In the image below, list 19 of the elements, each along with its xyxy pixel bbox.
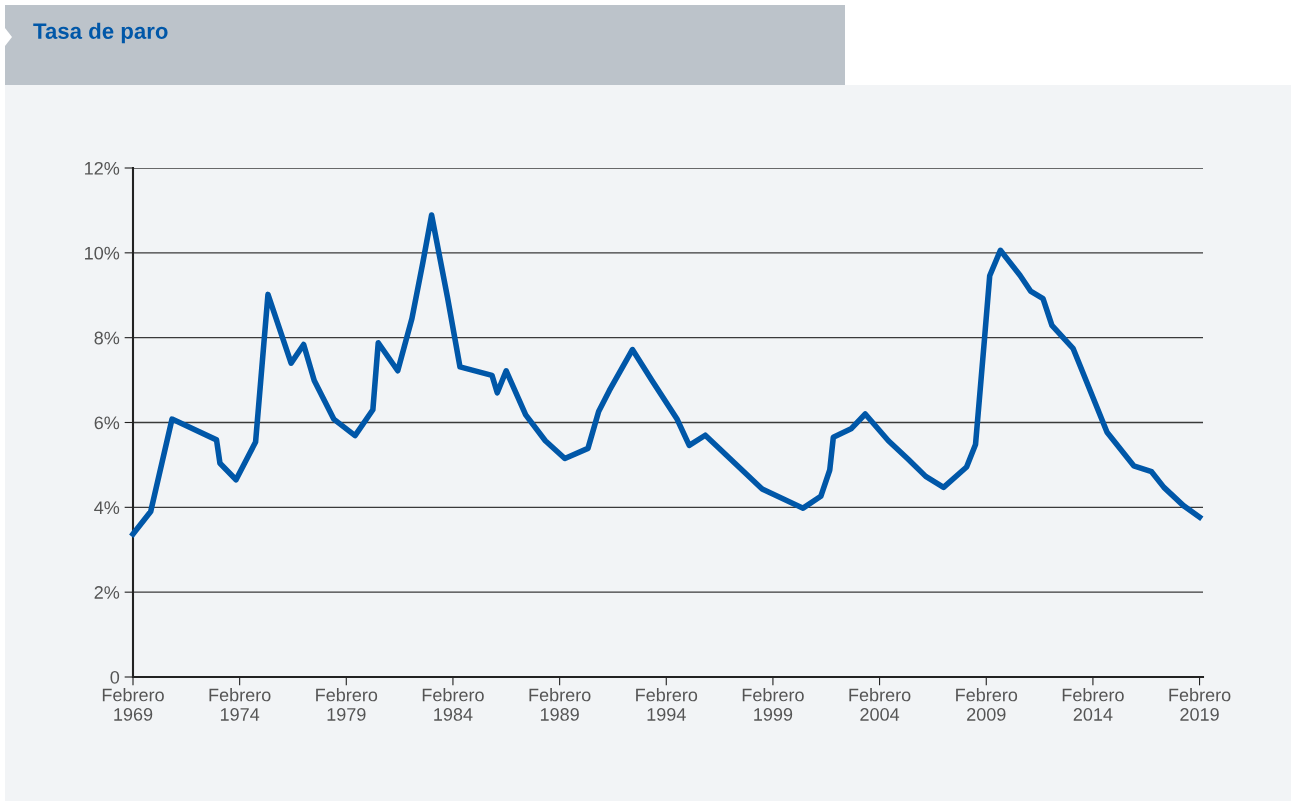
y-tick-label: 10%: [85, 246, 120, 260]
x-tick-label: Febrero 2009: [956, 688, 1018, 721]
x-tick-label: Febrero 1999: [742, 688, 804, 721]
y-tick-label: 4%: [94, 501, 120, 514]
y-tick-label: 8%: [94, 331, 120, 345]
x-tick-label: Febrero 2014: [1062, 688, 1124, 721]
y-tick-label: 6%: [94, 416, 120, 430]
y-tick-label: 0: [110, 670, 120, 684]
x-tick-label: Febrero 1989: [529, 688, 591, 721]
x-tick-label: Febrero 1994: [636, 688, 698, 721]
x-tick-label: Febrero 2019: [1169, 688, 1231, 721]
x-tick-label: Febrero 1979: [316, 688, 378, 721]
x-tick-label: Febrero 1969: [102, 688, 164, 721]
y-tick-label: 12%: [85, 161, 120, 175]
x-tick-label: Febrero 1974: [209, 688, 271, 721]
chart-title: Tasa de paro: [33, 22, 168, 44]
x-tick-label: Febrero 1984: [422, 688, 484, 721]
x-tick-label: Febrero 2004: [849, 688, 911, 721]
y-tick-label: 2%: [94, 586, 120, 599]
